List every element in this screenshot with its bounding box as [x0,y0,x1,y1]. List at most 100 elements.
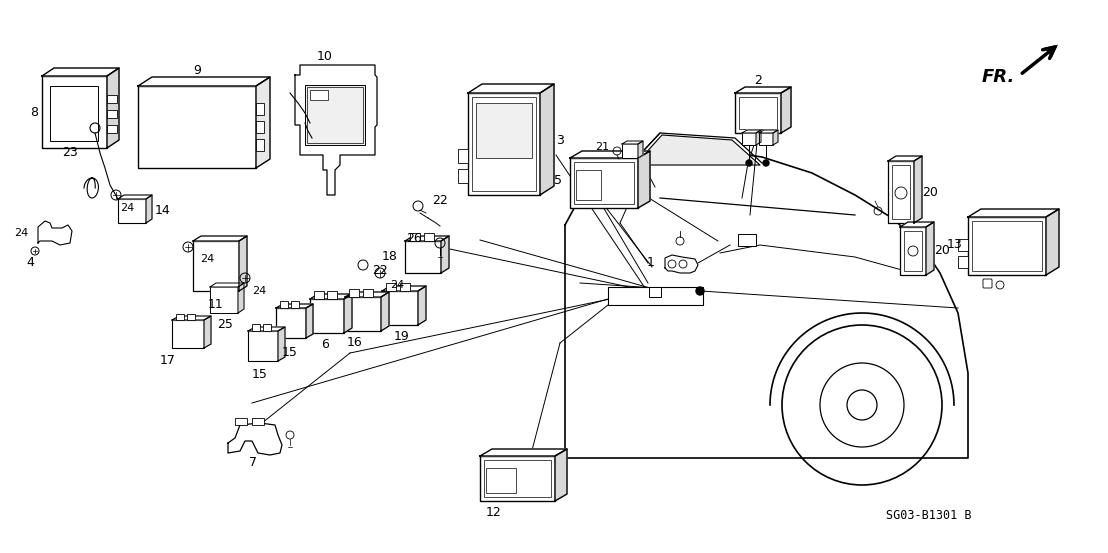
Bar [345,297,381,331]
Bar [900,227,926,275]
Text: 12: 12 [486,507,502,519]
Text: 7: 7 [249,456,257,469]
Polygon shape [204,316,211,348]
Bar [256,103,264,115]
Bar [276,308,306,338]
Text: 19: 19 [394,331,410,343]
Text: 21: 21 [595,142,609,152]
Polygon shape [343,294,352,333]
Bar [50,86,98,141]
Polygon shape [635,135,760,165]
Bar [256,139,264,151]
Polygon shape [759,130,778,133]
Bar [622,144,638,158]
Polygon shape [193,236,247,241]
Polygon shape [42,68,119,76]
Text: 15: 15 [283,347,298,359]
Polygon shape [310,294,352,299]
Polygon shape [418,286,425,325]
Polygon shape [238,283,244,313]
Polygon shape [239,236,247,291]
Polygon shape [146,195,152,223]
Bar [187,314,195,320]
Text: 1: 1 [647,257,655,269]
Text: 24: 24 [201,254,214,264]
Text: 8: 8 [30,106,38,118]
Text: 18: 18 [382,251,398,263]
Bar [107,95,117,103]
Text: 22: 22 [372,264,388,278]
Bar [107,125,117,133]
Bar [138,86,256,168]
Bar [307,87,363,143]
Polygon shape [256,77,270,168]
Bar [468,93,540,195]
Circle shape [763,160,769,166]
Bar [608,287,702,305]
Polygon shape [638,151,650,208]
Bar [888,161,914,223]
Polygon shape [480,449,567,456]
Polygon shape [138,77,270,86]
Bar [211,287,238,313]
Bar [958,256,968,268]
Text: 11: 11 [208,299,224,311]
FancyBboxPatch shape [983,279,992,288]
Text: 20: 20 [922,186,937,200]
Bar [458,149,468,163]
Bar [280,301,288,308]
Bar [363,289,373,297]
Bar [576,170,601,200]
Text: 6: 6 [321,338,329,352]
Bar [172,320,204,348]
Polygon shape [926,222,934,275]
Bar [904,231,922,271]
Polygon shape [248,327,285,331]
Bar [735,93,781,133]
Bar [291,301,299,308]
Bar [305,85,365,145]
Text: 10: 10 [317,50,332,62]
Bar [570,158,638,208]
Text: SG03-B1301 B: SG03-B1301 B [885,509,972,522]
Polygon shape [781,87,791,133]
Bar [458,169,468,183]
Polygon shape [38,221,72,245]
Bar [400,283,410,291]
Polygon shape [773,130,778,145]
Bar [349,289,359,297]
Text: 16: 16 [347,336,363,349]
Polygon shape [756,130,761,145]
Polygon shape [276,304,312,308]
Polygon shape [555,449,567,501]
Bar [574,162,634,204]
Text: 4: 4 [27,257,34,269]
Bar [972,221,1042,271]
Polygon shape [540,84,554,195]
Text: 24: 24 [13,228,28,238]
Bar [649,287,661,297]
Bar [410,233,420,241]
Text: FR.: FR. [982,68,1015,86]
Bar [480,456,555,501]
Polygon shape [888,156,922,161]
Bar [314,291,324,299]
Polygon shape [382,286,425,291]
Bar [252,324,260,331]
Polygon shape [381,292,389,331]
Polygon shape [735,87,791,93]
Polygon shape [468,84,554,93]
Bar [892,165,910,219]
Bar [252,418,264,425]
Polygon shape [107,68,119,148]
Text: 5: 5 [554,175,562,187]
Bar [742,133,756,145]
Polygon shape [570,151,650,158]
Bar [327,291,337,299]
Bar [117,199,146,223]
Bar [759,133,773,145]
Bar [263,324,271,331]
Bar [310,299,343,333]
Bar [176,314,184,320]
Polygon shape [565,151,968,458]
